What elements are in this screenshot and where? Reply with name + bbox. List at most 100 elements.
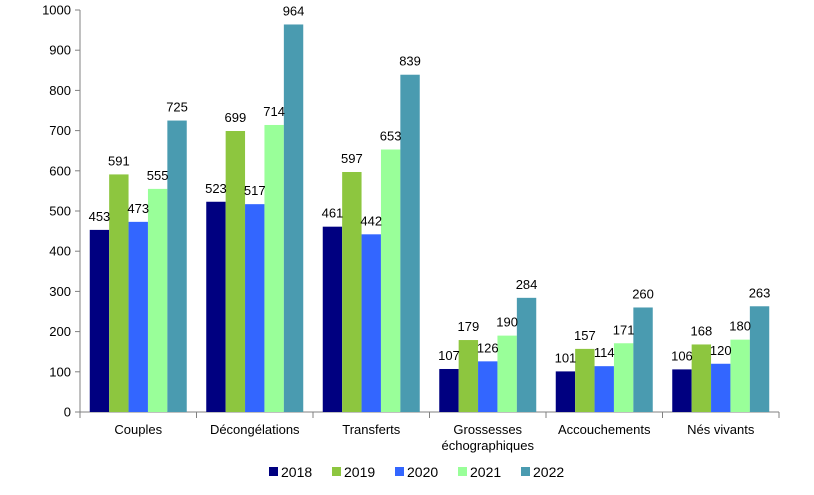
data-label-2018: 523 — [205, 181, 227, 196]
bar-2019 — [342, 172, 362, 412]
data-label-2018: 453 — [89, 209, 111, 224]
bar-2021 — [497, 335, 517, 412]
data-label-2020: 120 — [710, 343, 732, 358]
bar-2022 — [167, 120, 187, 413]
data-label-2021: 653 — [380, 128, 402, 143]
legend-swatch-2019 — [332, 467, 341, 476]
bar-2019 — [225, 131, 246, 412]
y-tick-label: 100 — [49, 364, 71, 379]
data-label-2018: 106 — [671, 348, 693, 363]
bar-2021 — [147, 188, 168, 412]
data-label-2019: 179 — [457, 319, 479, 334]
legend-label-2019: 2019 — [344, 464, 375, 480]
bar-2022 — [633, 307, 653, 412]
category-label-line: Accouchements — [558, 422, 651, 437]
data-label-2019: 597 — [341, 151, 363, 166]
axes: 0 100 200 300 400 500 600 700 800 900 1000 — [42, 3, 780, 420]
legend-swatch-2018 — [269, 467, 278, 476]
category-label-line: échographiques — [441, 438, 534, 453]
bar-2021 — [613, 343, 634, 412]
data-label-2020: 126 — [477, 340, 499, 355]
bar-2018 — [555, 371, 576, 412]
bar-2022 — [516, 297, 537, 412]
data-label-2019: 157 — [574, 328, 596, 343]
y-tick-label: 200 — [49, 324, 71, 339]
category-label: Accouchements — [558, 422, 651, 437]
category-label: Nés vivants — [687, 422, 755, 437]
data-labels: 453 591 473 555 725 523 699 517 714 964 461 597 442 6… — [89, 3, 771, 365]
data-label-2022: 260 — [632, 286, 654, 301]
legend-label-2021: 2021 — [470, 464, 501, 480]
bar-2020 — [478, 361, 498, 412]
bar-2020 — [711, 363, 731, 412]
legend-label-2020: 2020 — [407, 464, 438, 480]
bar-2018 — [206, 201, 226, 412]
data-label-2019: 168 — [690, 323, 712, 338]
category-labels: Couples Décongélations Transferts Grossesse… — [114, 422, 754, 453]
y-tick-label: 400 — [49, 244, 71, 259]
data-label-2020: 442 — [360, 213, 382, 228]
legend-swatch-2021 — [458, 467, 467, 476]
data-label-2019: 699 — [224, 110, 246, 125]
y-tick-label: 500 — [49, 204, 71, 219]
bar-2022 — [400, 74, 420, 413]
bar-2019 — [109, 174, 129, 412]
category-label: Couples — [114, 422, 162, 437]
legend-label-2018: 2018 — [281, 464, 312, 480]
legend-swatch-2022 — [521, 467, 530, 476]
data-label-2022: 284 — [516, 277, 538, 292]
bar-2021 — [264, 124, 284, 413]
data-label-2018: 101 — [555, 350, 577, 365]
y-tick-label: 1000 — [42, 3, 71, 18]
bar-2020 — [594, 366, 614, 412]
legend-label-2022: 2022 — [533, 464, 564, 480]
data-label-2022: 263 — [749, 285, 771, 300]
category-label-line: Couples — [114, 422, 162, 437]
data-label-2018: 107 — [438, 348, 460, 363]
bar-2018 — [322, 226, 343, 412]
bar-2019 — [458, 340, 479, 412]
bar-2018 — [89, 229, 110, 412]
y-tick-label: 300 — [49, 284, 71, 299]
data-label-2021: 714 — [263, 104, 285, 119]
data-label-2021: 180 — [729, 319, 751, 334]
y-tick-label: 0 — [64, 405, 71, 420]
category-label-line: Grossesses — [453, 422, 522, 437]
data-label-2021: 171 — [613, 322, 635, 337]
bar-2018 — [672, 369, 692, 412]
bar-2022 — [283, 24, 304, 413]
bar-2022 — [749, 306, 770, 412]
data-label-2020: 517 — [244, 183, 266, 198]
bar-2019 — [575, 348, 595, 412]
legend-swatch-2020 — [395, 467, 404, 476]
category-label-line: Nés vivants — [687, 422, 755, 437]
data-label-2022: 964 — [283, 3, 305, 18]
bar-2020 — [361, 234, 381, 412]
data-label-2022: 725 — [166, 100, 188, 115]
category-label: Grossesses échographiques — [441, 422, 534, 453]
data-label-2019: 591 — [108, 153, 130, 168]
data-label-2022: 839 — [399, 54, 421, 69]
bar-2020 — [245, 204, 265, 412]
data-label-2020: 473 — [127, 201, 149, 216]
category-label: Transferts — [342, 422, 401, 437]
bar-2019 — [691, 344, 712, 412]
y-tick-label: 600 — [49, 163, 71, 178]
data-label-2021: 555 — [147, 168, 169, 183]
data-label-2020: 114 — [594, 345, 615, 360]
bars — [89, 24, 770, 413]
bar-2018 — [439, 368, 459, 412]
y-tick-label: 700 — [49, 123, 71, 138]
legend: 2018 2019 2020 2021 2022 — [269, 464, 564, 480]
data-label-2021: 190 — [496, 315, 518, 330]
y-tick-label: 800 — [49, 83, 71, 98]
bar-2020 — [128, 221, 148, 412]
category-label-line: Décongélations — [210, 422, 300, 437]
data-label-2018: 461 — [322, 206, 344, 221]
category-label-line: Transferts — [342, 422, 401, 437]
category-label: Décongélations — [210, 422, 300, 437]
y-tick-label: 900 — [49, 43, 71, 58]
bar-2021 — [380, 149, 401, 412]
